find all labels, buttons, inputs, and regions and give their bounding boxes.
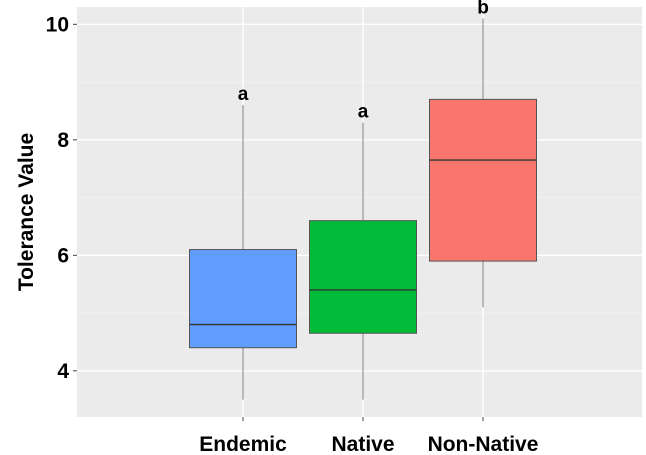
box-non-native: b <box>429 0 537 308</box>
box-endemic: a <box>189 84 297 400</box>
interquartile-box <box>189 249 297 349</box>
interquartile-box <box>429 98 537 262</box>
y-tick-label: 6 <box>57 244 69 267</box>
boxes: a a b <box>189 0 537 400</box>
x-tick-label: Native <box>331 433 394 455</box>
significance-letter: b <box>477 0 489 19</box>
plot-panel <box>77 7 642 417</box>
x-tick-label: Endemic <box>199 433 287 455</box>
y-tick-label: 4 <box>57 360 69 383</box>
y-axis-ticks: 4 6 8 10 <box>46 13 77 383</box>
x-tick-label: Non-Native <box>428 433 539 455</box>
interquartile-box <box>309 220 417 334</box>
y-axis-title: Tolerance Value <box>15 133 38 291</box>
significance-letter: a <box>238 84 249 105</box>
y-tick-label: 8 <box>57 129 69 152</box>
significance-letter: a <box>358 101 369 122</box>
box-native: a <box>309 101 417 400</box>
x-axis-ticks: Endemic Native Non-Native <box>199 417 538 455</box>
y-tick-label: 10 <box>46 13 69 36</box>
